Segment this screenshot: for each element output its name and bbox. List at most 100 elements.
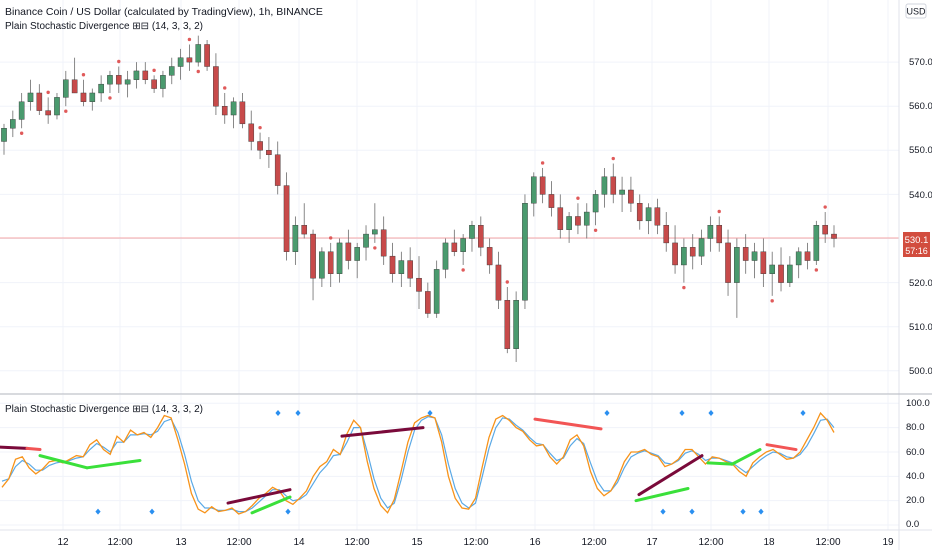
candle-body[interactable] bbox=[327, 251, 334, 274]
candle-body[interactable] bbox=[71, 79, 78, 94]
candle-body[interactable] bbox=[504, 300, 511, 349]
candle-body[interactable] bbox=[628, 189, 634, 204]
candle-body[interactable] bbox=[80, 92, 87, 102]
candle-body[interactable] bbox=[601, 176, 608, 195]
candle-body[interactable] bbox=[813, 225, 820, 261]
candle-body[interactable] bbox=[221, 105, 228, 116]
candle-body[interactable] bbox=[363, 233, 369, 248]
candle-body[interactable] bbox=[663, 225, 670, 244]
candle-body[interactable] bbox=[239, 101, 246, 125]
candle-body[interactable] bbox=[18, 101, 25, 120]
candle-body[interactable] bbox=[716, 225, 723, 244]
candle-body[interactable] bbox=[133, 70, 140, 80]
currency-button[interactable] bbox=[905, 3, 927, 19]
candle-body[interactable] bbox=[177, 57, 184, 67]
candle-body[interactable] bbox=[63, 79, 69, 98]
candle-body[interactable] bbox=[557, 207, 564, 230]
candle-body[interactable] bbox=[160, 75, 166, 89]
candle-body[interactable] bbox=[734, 247, 740, 283]
candle-body[interactable] bbox=[142, 70, 149, 80]
candle-body[interactable] bbox=[1, 128, 7, 142]
candle-body[interactable] bbox=[274, 154, 281, 186]
candle-body[interactable] bbox=[610, 176, 617, 195]
candle-body[interactable] bbox=[548, 194, 555, 208]
candle-body[interactable] bbox=[583, 211, 590, 226]
candle-body[interactable] bbox=[654, 207, 661, 226]
candle-body[interactable] bbox=[778, 264, 784, 283]
candle-body[interactable] bbox=[380, 229, 387, 257]
candle-body[interactable] bbox=[36, 92, 43, 111]
candle-body[interactable] bbox=[398, 260, 405, 274]
candle-body[interactable] bbox=[168, 66, 175, 76]
candle-body[interactable] bbox=[725, 242, 731, 283]
candle-body[interactable] bbox=[822, 225, 828, 235]
candle-body[interactable] bbox=[645, 207, 652, 222]
candle-body[interactable] bbox=[10, 119, 16, 129]
candle-body[interactable] bbox=[266, 150, 272, 155]
candle-body[interactable] bbox=[495, 264, 502, 301]
candle-body[interactable] bbox=[89, 92, 96, 102]
candle-body[interactable] bbox=[478, 225, 484, 248]
stoch-k-line[interactable] bbox=[1, 411, 835, 515]
candle-body[interactable] bbox=[195, 44, 202, 63]
candle-body[interactable] bbox=[186, 57, 193, 63]
candle-body[interactable] bbox=[45, 110, 51, 116]
candle-body[interactable] bbox=[707, 225, 714, 239]
candle-body[interactable] bbox=[672, 242, 678, 266]
candle-body[interactable] bbox=[151, 79, 157, 89]
candle-body[interactable] bbox=[213, 66, 219, 107]
candle-body[interactable] bbox=[636, 203, 643, 222]
candle-body[interactable] bbox=[513, 300, 519, 349]
candle-body[interactable] bbox=[804, 251, 811, 261]
candle-body[interactable] bbox=[204, 44, 210, 67]
candle-body[interactable] bbox=[751, 251, 758, 261]
candle-body[interactable] bbox=[301, 225, 308, 235]
candle-body[interactable] bbox=[698, 238, 705, 257]
candle-body[interactable] bbox=[257, 141, 263, 151]
candle-body[interactable] bbox=[354, 247, 360, 261]
candle-body[interactable] bbox=[530, 176, 537, 204]
candle-body[interactable] bbox=[54, 97, 60, 116]
candle-body[interactable] bbox=[769, 264, 775, 274]
candle-body[interactable] bbox=[460, 238, 466, 252]
candle-body[interactable] bbox=[98, 83, 104, 94]
candle-body[interactable] bbox=[416, 277, 422, 292]
candle-body[interactable] bbox=[451, 242, 458, 252]
candle-body[interactable] bbox=[742, 247, 749, 261]
candle-body[interactable] bbox=[681, 247, 687, 266]
candle-body[interactable] bbox=[425, 291, 431, 314]
candle-body[interactable] bbox=[319, 251, 325, 279]
candle-body[interactable] bbox=[372, 229, 378, 235]
candle-body[interactable] bbox=[619, 189, 625, 195]
candle-body[interactable] bbox=[795, 251, 802, 266]
candle-body[interactable] bbox=[248, 123, 255, 142]
candle-body[interactable] bbox=[124, 79, 131, 85]
candle-body[interactable] bbox=[442, 242, 449, 270]
indicator-legend-main[interactable]: Plain Stochastic Divergence ⊞⊟ (14, 3, 3… bbox=[5, 21, 203, 32]
candle-body[interactable] bbox=[407, 260, 413, 279]
candle-body[interactable] bbox=[592, 194, 599, 213]
candle-body[interactable] bbox=[831, 233, 837, 239]
candle-body[interactable] bbox=[336, 242, 343, 274]
candle-body[interactable] bbox=[345, 242, 352, 261]
candle-body[interactable] bbox=[760, 251, 767, 274]
indicator-legend-pane[interactable]: Plain Stochastic Divergence ⊞⊟ (14, 3, 3… bbox=[5, 404, 203, 415]
candle-body[interactable] bbox=[107, 75, 113, 85]
candle-body[interactable] bbox=[310, 233, 316, 279]
candle-body[interactable] bbox=[27, 92, 34, 102]
candle-body[interactable] bbox=[566, 216, 572, 230]
candle-body[interactable] bbox=[230, 101, 237, 116]
candle-body[interactable] bbox=[689, 247, 696, 257]
candle-body[interactable] bbox=[283, 185, 290, 252]
candle-body[interactable] bbox=[539, 176, 546, 195]
candle-body[interactable] bbox=[469, 225, 475, 239]
candle-body[interactable] bbox=[522, 203, 528, 301]
candle-body[interactable] bbox=[433, 269, 440, 314]
candle-body[interactable] bbox=[575, 216, 581, 226]
candle-body[interactable] bbox=[389, 255, 396, 274]
candle-body[interactable] bbox=[486, 247, 493, 266]
candle-body[interactable] bbox=[292, 225, 299, 252]
candle-body[interactable] bbox=[115, 75, 122, 85]
